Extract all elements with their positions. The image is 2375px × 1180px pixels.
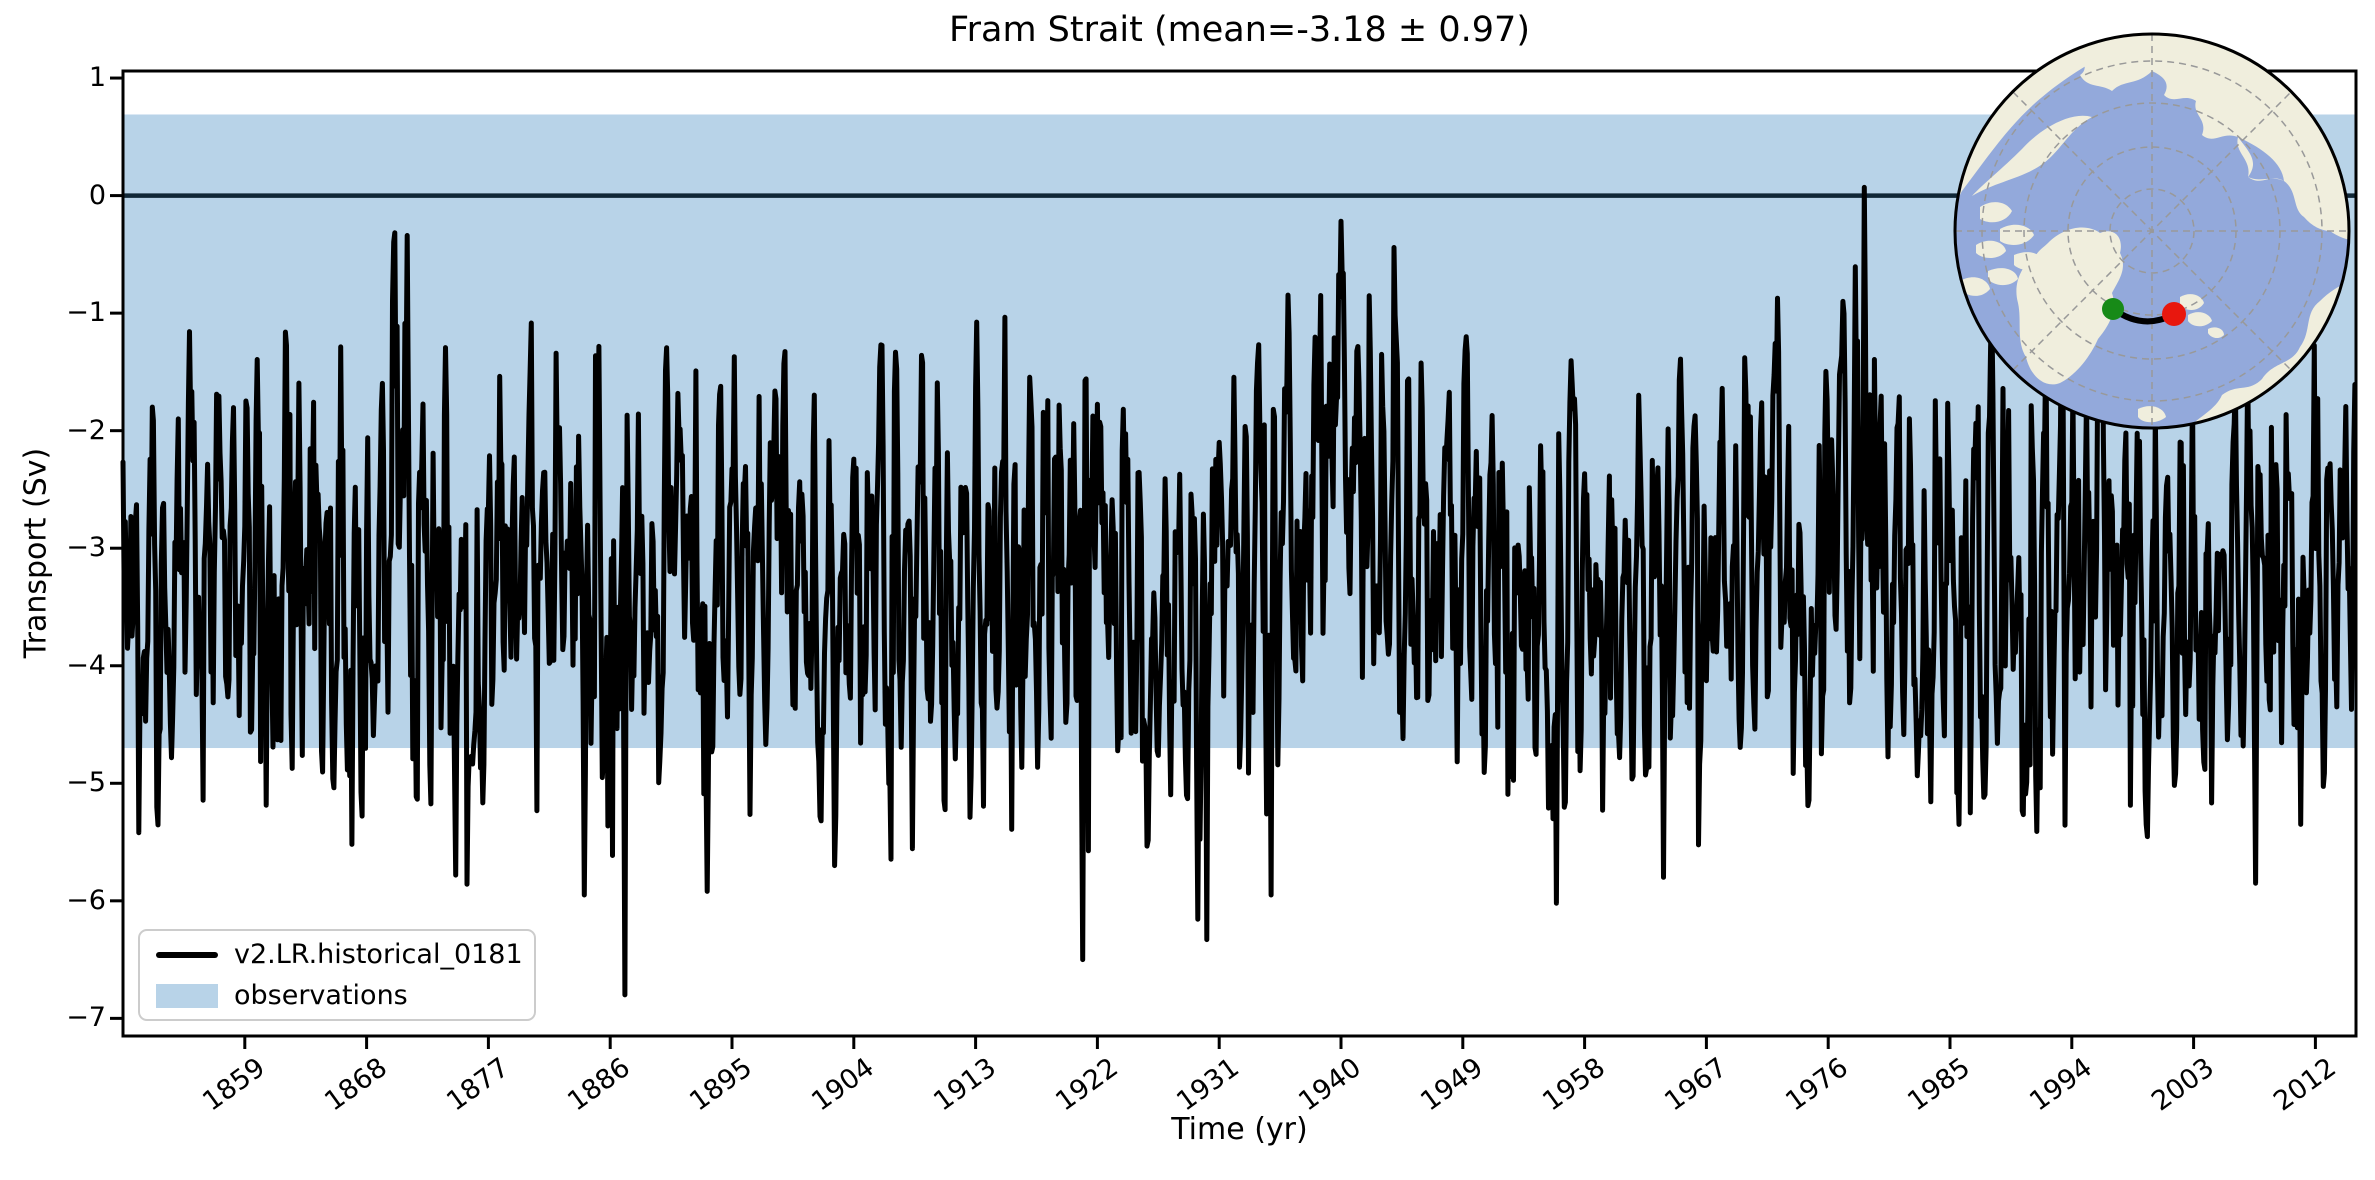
legend-label-model: v2.LR.historical_0181 [234,939,523,970]
y-tick-label: 1 [88,62,106,94]
axes-frame [121,69,2358,1038]
transect-start-point [2102,298,2124,320]
y-tick-label: 0 [88,179,106,211]
plot-title: Fram Strait (mean=-3.18 ± 0.97) [949,10,1530,50]
map-graticule [1955,34,2349,428]
y-tick-label: −3 [66,532,106,564]
y-tick-label: −1 [66,297,106,329]
legend: v2.LR.historical_0181 observations [138,929,536,1021]
y-tick-label: −5 [66,767,106,799]
legend-item-model: v2.LR.historical_0181 [156,939,534,970]
legend-label-observations: observations [234,980,408,1011]
axis-ticks [110,76,2317,1049]
arctic-inset-map [1952,31,2352,431]
x-axis-label: Time (yr) [1171,1112,1308,1147]
y-tick-label: −7 [66,1002,106,1034]
y-tick-label: −4 [66,649,106,681]
map-border [1953,32,2351,430]
y-tick-label: −6 [66,884,106,916]
transect-end-point [2162,302,2186,326]
series-line [120,184,2358,998]
polar-map-svg [1953,32,2351,430]
observations-patch-swatch [156,983,218,1008]
legend-item-observations: observations [156,980,534,1011]
y-tick-label: −2 [66,414,106,446]
model-line-swatch [156,951,218,958]
